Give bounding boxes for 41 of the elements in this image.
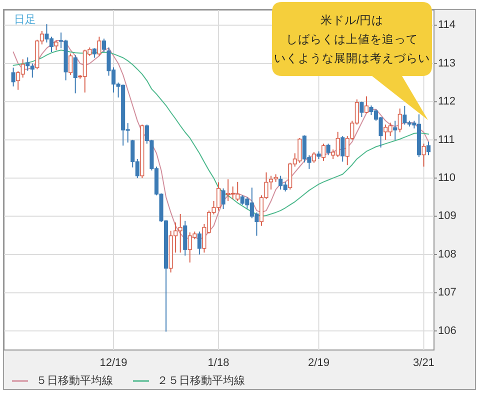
- candlestick: [68, 53, 73, 76]
- y-tick-label: 106: [438, 324, 456, 337]
- y-tick-label: 111: [438, 134, 455, 146]
- candlestick: [54, 40, 58, 51]
- x-tick-label: 2/19: [308, 357, 330, 369]
- candlestick: [326, 143, 330, 156]
- annotation: しばらくは上値を追って: [286, 33, 418, 46]
- candlestick: [364, 96, 368, 114]
- annotation: いくような展開は考えづらい: [274, 52, 430, 65]
- y-tick-label: 112: [438, 96, 456, 108]
- y-tick-label: 107: [438, 286, 456, 299]
- candlestick: [102, 38, 106, 53]
- candlestick: [221, 188, 226, 210]
- candlestick: [321, 143, 326, 162]
- candlestick: [97, 36, 102, 56]
- candlestick: [26, 56, 30, 72]
- x-tick-label: 1/18: [208, 357, 230, 369]
- candlestick: [11, 67, 16, 87]
- candlestick: [312, 152, 316, 164]
- candlestick: [340, 136, 345, 162]
- candlestick: [73, 54, 78, 94]
- x-tick-label: 12/19: [100, 357, 128, 369]
- annotation: 米ドル/円は: [320, 14, 384, 27]
- candlestick: [30, 62, 34, 78]
- legend-label: ５日移動平均線: [36, 374, 113, 387]
- candlestick: [183, 220, 188, 256]
- annotation: 日足: [14, 14, 36, 26]
- candlestick: [426, 141, 431, 156]
- y-tick-label: 114: [438, 19, 456, 32]
- candlestick: [197, 231, 202, 255]
- candlestick: [398, 108, 402, 133]
- candlestick: [360, 101, 364, 118]
- legend-label: ２５日移動平均線: [157, 374, 245, 387]
- y-tick-label: 109: [438, 210, 456, 222]
- candlestick: [393, 120, 398, 140]
- y-tick-label: 108: [438, 248, 456, 260]
- candlestick: [92, 48, 96, 58]
- y-tick-label: 113: [438, 57, 456, 70]
- candlestick: [422, 143, 426, 168]
- y-tick-label: 110: [438, 172, 456, 184]
- x-tick-label: 3/21: [413, 357, 434, 369]
